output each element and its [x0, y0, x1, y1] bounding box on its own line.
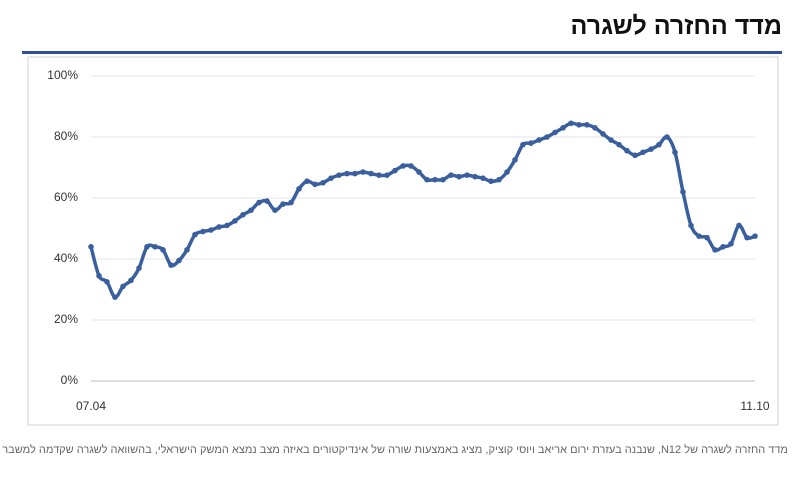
data-point — [120, 283, 126, 290]
data-point — [424, 176, 430, 183]
data-point — [440, 176, 446, 183]
data-point — [608, 137, 614, 143]
y-tick-label: 20% — [54, 312, 78, 326]
data-point — [224, 222, 230, 229]
data-point — [552, 129, 558, 136]
data-point — [640, 149, 646, 156]
data-point — [464, 172, 470, 178]
data-point — [232, 218, 238, 224]
data-point — [240, 211, 246, 218]
data-point — [360, 169, 366, 175]
data-point — [480, 175, 486, 181]
data-point — [88, 244, 94, 250]
chart: 0% 20% 40% 60% 80% 100% 07.04 11.10 — [27, 56, 779, 426]
data-point — [600, 131, 606, 137]
data-point — [296, 186, 302, 192]
data-point — [280, 201, 286, 207]
caption: מדד החזרה לשגרה של N12, שנבנה בעזרת ירום… — [0, 444, 788, 456]
data-point — [672, 149, 678, 156]
data-point — [688, 222, 694, 229]
data-point — [544, 134, 550, 140]
data-point — [352, 170, 358, 177]
x-tick-label: 07.04 — [76, 399, 106, 413]
data-point — [392, 167, 398, 174]
data-point — [320, 179, 326, 186]
data-point — [624, 147, 630, 154]
data-point — [568, 120, 574, 127]
data-point — [488, 178, 494, 185]
data-point — [416, 169, 422, 175]
data-point — [720, 244, 726, 250]
y-tick-label: 0% — [61, 373, 79, 387]
data-point — [576, 122, 582, 128]
title-rule — [22, 51, 782, 54]
data-point — [744, 234, 750, 241]
data-point — [264, 198, 270, 204]
data-point — [584, 122, 590, 128]
data-point — [272, 207, 278, 213]
data-point — [616, 141, 622, 148]
data-point — [168, 262, 174, 268]
data-point — [144, 244, 150, 250]
data-point — [160, 247, 166, 253]
data-point — [288, 199, 294, 206]
data-point — [432, 176, 438, 183]
data-point — [152, 244, 158, 250]
data-point — [248, 207, 254, 213]
chart-frame — [27, 56, 779, 426]
data-point — [712, 247, 718, 253]
y-tick-label: 40% — [54, 251, 78, 265]
data-point — [304, 178, 310, 185]
data-point — [96, 272, 102, 279]
data-point — [504, 169, 510, 175]
data-point — [336, 172, 342, 178]
data-point — [368, 170, 374, 177]
data-point — [696, 233, 702, 239]
data-point — [752, 233, 758, 239]
chart-title: מדד החזרה לשגרה — [570, 12, 782, 40]
data-point — [200, 228, 206, 235]
data-point — [376, 172, 382, 178]
data-point — [400, 163, 406, 169]
data-point — [536, 137, 542, 143]
data-point — [520, 141, 526, 148]
data-point — [184, 247, 190, 253]
data-point — [328, 175, 334, 181]
data-point — [136, 265, 142, 271]
data-point — [128, 277, 134, 284]
data-point — [104, 279, 110, 285]
data-point — [704, 234, 710, 241]
data-point — [592, 125, 598, 131]
data-point — [472, 173, 478, 180]
data-point — [680, 189, 686, 195]
data-point — [208, 227, 214, 233]
data-point — [448, 172, 454, 178]
data-point — [664, 134, 670, 140]
data-point — [632, 152, 638, 159]
data-point — [728, 240, 734, 247]
data-point — [736, 222, 742, 229]
data-point — [384, 172, 390, 178]
data-point — [648, 146, 654, 152]
data-point — [456, 173, 462, 180]
x-tick-label: 11.10 — [740, 399, 769, 413]
data-point — [312, 181, 318, 188]
data-point — [528, 140, 534, 146]
data-point — [408, 163, 414, 169]
data-point — [216, 224, 222, 230]
data-point — [656, 141, 662, 148]
data-point — [496, 176, 502, 183]
data-point — [512, 157, 518, 163]
data-point — [176, 257, 182, 264]
data-point — [256, 199, 262, 206]
y-tick-label: 100% — [47, 68, 78, 82]
data-point — [560, 125, 566, 131]
data-point — [112, 294, 118, 300]
data-point — [344, 170, 350, 177]
data-point — [192, 231, 198, 238]
y-tick-label: 60% — [54, 190, 78, 204]
y-tick-label: 80% — [54, 129, 78, 143]
